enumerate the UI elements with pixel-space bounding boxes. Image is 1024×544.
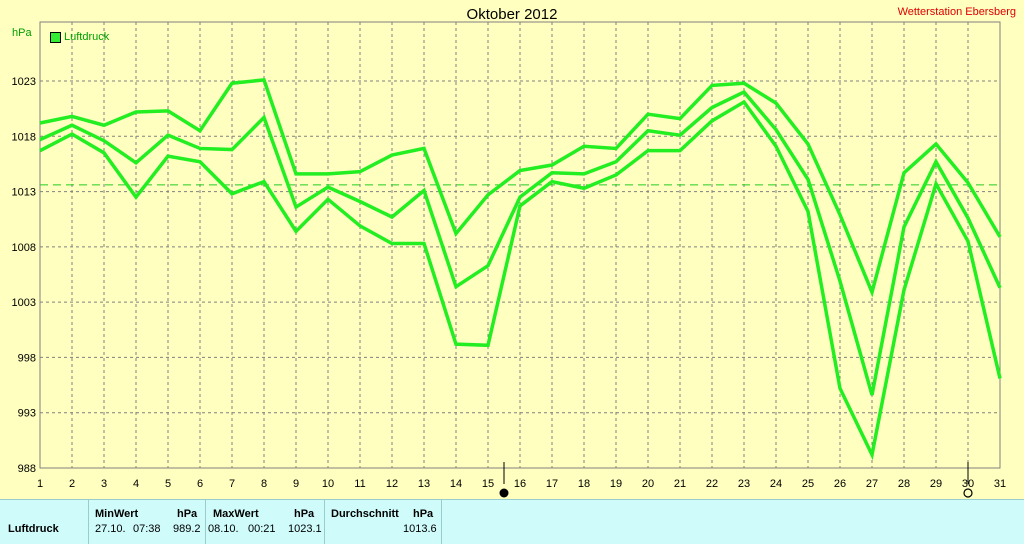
stats-panel: Luftdruck MinWert hPa 27.10. 07:38 989.2… [0, 499, 1024, 544]
chart-title: Oktober 2012 [466, 6, 558, 23]
x-tick-label: 27 [866, 478, 878, 490]
x-tick-label: 5 [165, 478, 171, 490]
x-tick-label: 11 [354, 478, 365, 490]
max-time: 00:21 [248, 523, 276, 535]
x-tick-label: 25 [802, 478, 814, 490]
x-tick-label: 24 [770, 478, 782, 490]
x-tick-label: 19 [610, 478, 622, 490]
y-tick-label: 1008 [12, 242, 36, 254]
x-tick-label: 4 [133, 478, 139, 490]
avg-unit: hPa [413, 508, 434, 520]
series-line-mean [39, 89, 1002, 396]
x-tick-label: 31 [994, 478, 1006, 490]
x-tick-label: 28 [898, 478, 910, 490]
x-tick-label: 18 [578, 478, 590, 490]
x-tick-label: 10 [322, 478, 334, 490]
x-tick-label: 21 [674, 478, 686, 490]
x-tick-label: 3 [101, 478, 107, 490]
series-line-max [39, 78, 1002, 298]
y-tick-label: 1023 [12, 76, 36, 88]
min-column: MinWert hPa 27.10. 07:38 989.2 [88, 500, 205, 544]
legend-swatch [50, 31, 61, 43]
stats-row-label: Luftdruck [8, 523, 59, 535]
x-tick-label: 17 [546, 478, 558, 490]
y-tick-label: 998 [18, 352, 36, 364]
series-line-min [39, 99, 1002, 461]
max-header: MaxWert [213, 508, 259, 520]
min-time: 07:38 [133, 523, 161, 535]
x-tick-label: 23 [738, 478, 750, 490]
y-tick-label: 988 [18, 463, 36, 475]
max-value: 1023.1 [288, 523, 322, 535]
avg-column: Durchschnitt hPa 1013.6 [324, 500, 442, 544]
y-tick-label: 1013 [12, 187, 36, 199]
x-tick-label: 22 [706, 478, 718, 490]
x-tick-label: 15 [482, 478, 494, 490]
x-tick-label: 6 [197, 478, 203, 490]
avg-header: Durchschnitt [331, 508, 399, 520]
x-tick-label: 9 [293, 478, 299, 490]
x-tick-label: 13 [418, 478, 430, 490]
x-tick-label: 20 [642, 478, 654, 490]
x-tick-label: 26 [834, 478, 846, 490]
y-axis-unit: hPa [12, 27, 32, 39]
y-tick-label: 1018 [12, 131, 36, 143]
station-name: Wetterstation Ebersberg [897, 6, 1016, 18]
x-tick-label: 2 [69, 478, 75, 490]
y-tick-label: 993 [18, 408, 36, 420]
x-tick-label: 29 [930, 478, 942, 490]
x-tick-label: 12 [386, 478, 398, 490]
x-tick-label: 7 [229, 478, 235, 490]
max-unit: hPa [294, 508, 315, 520]
x-tick-label: 14 [450, 478, 462, 490]
legend[interactable]: Luftdruck [50, 31, 109, 43]
min-header: MinWert [95, 508, 139, 520]
max-date: 08.10. [208, 523, 239, 535]
min-unit: hPa [177, 508, 198, 520]
avg-value: 1013.6 [403, 523, 437, 535]
x-tick-label: 1 [37, 478, 43, 490]
min-date: 27.10. [95, 523, 126, 535]
min-value: 989.2 [173, 523, 201, 535]
x-tick-label: 8 [261, 478, 267, 490]
x-tick-label: 16 [514, 478, 526, 490]
y-tick-label: 1003 [12, 297, 36, 309]
marker-open-circle [963, 488, 973, 498]
max-column: MaxWert hPa 08.10. 00:21 1023.1 [205, 500, 324, 544]
marker-filled-circle [499, 488, 509, 498]
legend-label: Luftdruck [64, 31, 110, 43]
